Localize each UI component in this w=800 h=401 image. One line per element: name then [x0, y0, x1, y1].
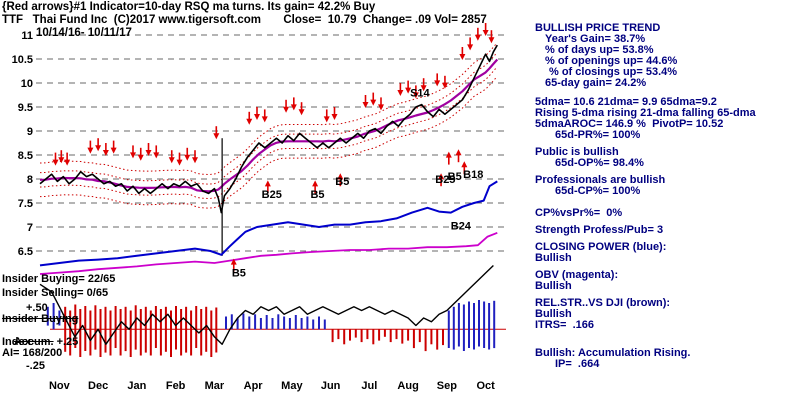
- svg-text:Oct: Oct: [476, 380, 495, 392]
- accum-axis-label: Accum. +.25: [2, 326, 78, 359]
- svg-text:7.5: 7.5: [18, 198, 33, 210]
- month-labels: Nov Dec Jan Feb Mar Apr May Jun Jul Aug Sep Oct: [49, 380, 495, 392]
- svg-text:10: 10: [21, 78, 33, 90]
- svg-text:B5: B5: [310, 189, 324, 201]
- svg-text:8.5: 8.5: [18, 150, 33, 162]
- svg-text:B24: B24: [451, 220, 472, 232]
- svg-text:B25: B25: [435, 174, 455, 186]
- panel-line-closing-power: CLOSING POWER (blue):: [535, 241, 667, 253]
- svg-text:Mar: Mar: [205, 380, 225, 392]
- svg-text:10.5: 10.5: [12, 54, 33, 66]
- y-axis-labels: 11 10.5 10 9.5 9 8.5 8 7.5 7 6.5: [12, 30, 33, 258]
- index-axis-label: Index: [2, 336, 31, 348]
- panel-line-itrs: ITRS= .166: [535, 319, 595, 331]
- closing-power-line: [39, 180, 498, 267]
- svg-text:B18: B18: [463, 169, 483, 181]
- panel-line-ip: IP= .664: [555, 358, 600, 370]
- date-range: 10/14/16- 10/11/17: [36, 27, 132, 39]
- panel-line-years-gain: Year's Gain= 38.7%: [545, 33, 646, 45]
- panel-line-dmas: 5dma= 10.6 21dma= 9.9 65dma=9.2: [535, 96, 717, 108]
- svg-text:Dec: Dec: [88, 380, 108, 392]
- panel-line-aroc-pivot: 5dmaAROC= 146.9 % PivotP= 10.52: [535, 118, 724, 130]
- obv-line: [39, 231, 498, 275]
- panel-line-professionals: Professionals are bullish: [535, 174, 666, 186]
- panel-line-days-up: % of days up= 53.8%: [545, 44, 654, 56]
- panel-line-65day-gain: 65-day gain= 24.2%: [545, 77, 647, 89]
- svg-text:Jun: Jun: [321, 380, 341, 392]
- svg-text:9.5: 9.5: [18, 102, 33, 114]
- svg-text:9: 9: [27, 126, 33, 138]
- svg-text:S14: S14: [410, 87, 430, 99]
- svg-text:7: 7: [27, 222, 33, 234]
- price-gridlines: [36, 34, 506, 252]
- panel-line-public: Public is bullish: [535, 146, 619, 158]
- panel-line-closings-up: % of closings up= 53.4%: [549, 66, 678, 78]
- scale-minus-25: -.25: [26, 360, 45, 372]
- svg-text:8: 8: [27, 174, 33, 186]
- panel-line-accum-rising: Bullish: Accumulation Rising.: [535, 347, 691, 359]
- panel-line-openings-up: % of openings up= 44.6%: [545, 55, 678, 67]
- accum-histogram: [46, 300, 496, 357]
- svg-text:6.5: 6.5: [18, 246, 33, 258]
- svg-text:B25: B25: [262, 189, 282, 201]
- svg-text:Apr: Apr: [244, 380, 264, 392]
- svg-text:May: May: [281, 380, 303, 392]
- panel-line-relstr: REL.STR..VS DJI (brown):: [535, 297, 671, 309]
- sell-arrows: [52, 23, 495, 166]
- svg-text:Aug: Aug: [397, 380, 418, 392]
- panel-line-strength: Strength Profess/Pub= 3: [535, 224, 664, 236]
- svg-text:Sep: Sep: [437, 380, 457, 392]
- panel-line-obv-status: Bullish: [535, 280, 572, 292]
- accumulation-index-value: AI= 168/200: [2, 347, 63, 359]
- panel-line-65d-cp: 65d-CP%= 100%: [555, 185, 641, 197]
- insider-selling-count: Insider Selling= 0/65: [2, 287, 109, 299]
- svg-text:Feb: Feb: [166, 380, 186, 392]
- ticker-header: TTF Thai Fund Inc (C)2017 www.tigersoft.…: [2, 14, 487, 26]
- scale-plus-25: +.25: [56, 336, 79, 348]
- accum-word: Accum.: [13, 336, 54, 348]
- stats-panel: BULLISH PRICE TREND Year's Gain= 38.7% %…: [535, 23, 798, 370]
- panel-line-cp-vs-pr: CP%vsPr%= 0%: [535, 207, 623, 219]
- panel-line-trend-title: BULLISH PRICE TREND: [535, 22, 661, 34]
- svg-text:B5: B5: [448, 171, 462, 183]
- panel-line-cp-status: Bullish: [535, 252, 572, 264]
- ma-21dma-line: [39, 58, 499, 193]
- svg-text:Jan: Jan: [127, 380, 146, 392]
- panel-line-65d-op: 65d-OP%= 98.4%: [555, 157, 644, 169]
- indicator-header: {Red arrows}#1 Indicator=10-day RSQ ma t…: [2, 1, 376, 13]
- scale-plus-50: +.50: [26, 302, 48, 314]
- panel-line-dma-trend: Rising 5-dma rising 21-dma falling 65-dm…: [535, 107, 756, 119]
- svg-text:Nov: Nov: [49, 380, 71, 392]
- buy-arrows: [230, 149, 468, 272]
- panel-line-65d-pr: 65d-PR%= 100%: [555, 129, 641, 141]
- price-line: [39, 44, 498, 214]
- svg-text:11: 11: [21, 30, 33, 42]
- svg-text:Jul: Jul: [361, 380, 377, 392]
- insider-buying-axis-label: Insider Buying: [2, 313, 79, 325]
- insider-buying-count: Insider Buying= 22/65: [2, 273, 116, 285]
- price-bands: [39, 42, 498, 209]
- svg-text:B5: B5: [232, 267, 246, 279]
- panel-line-relstr-status: Bullish: [535, 308, 572, 320]
- svg-text:B5: B5: [335, 176, 349, 188]
- rel-strength-line: [39, 264, 494, 345]
- panel-line-obv: OBV (magenta):: [535, 269, 619, 281]
